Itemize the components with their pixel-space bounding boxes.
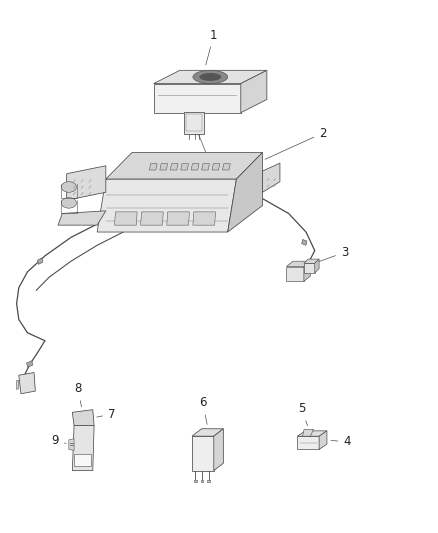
Polygon shape: [241, 70, 267, 113]
Polygon shape: [141, 212, 163, 225]
Polygon shape: [192, 436, 214, 471]
Polygon shape: [192, 429, 223, 436]
Polygon shape: [303, 429, 314, 436]
Polygon shape: [72, 425, 94, 471]
Polygon shape: [149, 164, 157, 170]
Ellipse shape: [199, 73, 221, 81]
Polygon shape: [304, 259, 319, 263]
Polygon shape: [74, 454, 91, 466]
Text: 3: 3: [315, 246, 348, 263]
Polygon shape: [27, 361, 33, 367]
Ellipse shape: [193, 70, 228, 84]
Polygon shape: [17, 381, 19, 390]
Polygon shape: [201, 480, 203, 482]
Polygon shape: [72, 410, 94, 425]
Polygon shape: [181, 164, 188, 170]
Polygon shape: [184, 112, 204, 134]
Polygon shape: [304, 263, 315, 273]
Polygon shape: [170, 164, 178, 170]
Polygon shape: [207, 480, 210, 482]
Polygon shape: [106, 152, 262, 179]
Text: 7: 7: [97, 408, 116, 421]
Polygon shape: [262, 163, 280, 192]
Polygon shape: [302, 239, 307, 245]
Polygon shape: [58, 211, 106, 225]
Polygon shape: [297, 431, 327, 436]
Polygon shape: [160, 164, 168, 170]
Polygon shape: [223, 164, 230, 170]
Text: 5: 5: [298, 402, 307, 425]
Polygon shape: [193, 212, 215, 225]
Polygon shape: [201, 164, 209, 170]
Polygon shape: [38, 258, 43, 264]
Polygon shape: [214, 429, 223, 471]
Polygon shape: [167, 212, 189, 225]
Polygon shape: [154, 70, 267, 84]
Text: 2: 2: [265, 127, 327, 159]
Polygon shape: [97, 179, 237, 232]
Ellipse shape: [61, 182, 77, 192]
Text: 6: 6: [199, 397, 207, 424]
Polygon shape: [212, 164, 220, 170]
Ellipse shape: [61, 198, 77, 208]
Polygon shape: [19, 373, 35, 394]
Polygon shape: [297, 436, 319, 449]
Polygon shape: [319, 431, 327, 449]
Polygon shape: [154, 84, 241, 113]
Polygon shape: [67, 166, 106, 200]
Polygon shape: [304, 261, 311, 281]
Polygon shape: [228, 152, 262, 232]
Polygon shape: [286, 261, 311, 266]
Text: 4: 4: [331, 435, 351, 448]
Polygon shape: [191, 164, 199, 170]
Polygon shape: [69, 439, 74, 450]
Polygon shape: [194, 480, 197, 482]
Polygon shape: [115, 212, 137, 225]
Polygon shape: [315, 259, 319, 273]
Text: 9: 9: [51, 434, 66, 447]
Text: 1: 1: [206, 28, 218, 65]
Text: 8: 8: [75, 382, 82, 407]
Polygon shape: [286, 266, 304, 281]
